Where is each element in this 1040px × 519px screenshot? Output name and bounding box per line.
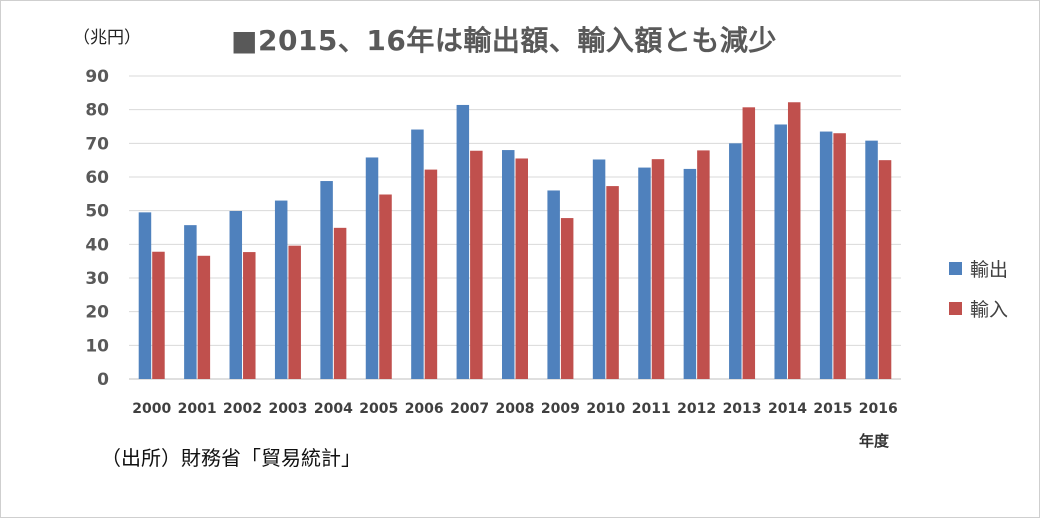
bar-import-2003 [288, 245, 301, 379]
bar-import-2007 [470, 150, 483, 379]
bar-export-2007 [456, 104, 470, 379]
x-tick-label-2014: 2014 [768, 401, 807, 417]
bar-import-2008 [515, 158, 528, 379]
bar-import-2010 [606, 186, 619, 379]
bar-import-2012 [697, 150, 710, 379]
y-tick-label-80: 80 [85, 101, 109, 121]
bar-export-2012 [683, 168, 697, 379]
y-tick-label-0: 0 [97, 370, 109, 390]
legend: 輸出 輸入 [949, 255, 1008, 335]
y-tick-label-50: 50 [85, 202, 109, 222]
y-tick-label-40: 40 [85, 235, 109, 255]
x-tick-label-2015: 2015 [813, 401, 852, 417]
y-tick-label-70: 70 [85, 134, 109, 154]
bar-export-2016 [865, 140, 878, 379]
x-tick-label-2009: 2009 [541, 401, 580, 417]
x-tick-label-2010: 2010 [586, 401, 625, 417]
bar-export-2003 [274, 200, 288, 379]
bar-export-2006 [411, 129, 424, 379]
bar-import-2014 [787, 102, 801, 379]
bar-import-2013 [742, 107, 756, 379]
bar-export-2002 [229, 211, 243, 379]
y-tick-label-10: 10 [85, 336, 109, 356]
bar-import-2006 [424, 169, 438, 379]
y-tick-label-30: 30 [85, 269, 109, 289]
legend-label-import: 輸入 [970, 298, 1009, 321]
x-tick-label-2016: 2016 [859, 401, 898, 417]
y-tick-label-20: 20 [85, 303, 109, 323]
y-tick-label-60: 60 [85, 168, 109, 188]
x-tick-label-2013: 2013 [723, 401, 762, 417]
bar-export-2014 [774, 124, 787, 379]
bar-import-2002 [243, 252, 256, 379]
bar-export-2013 [729, 143, 742, 379]
bar-export-2011 [638, 167, 651, 379]
y-tick-label-90: 90 [85, 67, 109, 87]
bar-export-2000 [138, 212, 152, 379]
legend-swatch-import [949, 301, 962, 315]
legend-item-export: 輸出 [949, 255, 1008, 281]
bar-export-2004 [320, 181, 333, 379]
bar-import-2005 [379, 194, 392, 379]
source-note: （出所）財務省「貿易統計」 [101, 446, 361, 470]
bar-import-2004 [333, 227, 347, 379]
bar-export-2010 [592, 159, 606, 379]
bar-import-2016 [878, 160, 892, 379]
bar-import-2011 [651, 159, 665, 379]
x-tick-label-2004: 2004 [314, 401, 353, 417]
bar-export-2015 [819, 131, 833, 379]
x-axis-label: 年度 [859, 432, 890, 450]
legend-item-import: 輸入 [949, 295, 1008, 321]
bar-import-2001 [197, 255, 211, 379]
bar-export-2009 [547, 190, 560, 379]
chart-title: ■2015、16年は輸出額、輸入額とも減少 [231, 24, 777, 57]
y-unit-label: （兆円） [73, 28, 141, 48]
x-tick-label-2012: 2012 [677, 401, 716, 417]
x-tick-label-2011: 2011 [632, 401, 671, 417]
x-tick-label-2003: 2003 [268, 401, 307, 417]
bar-import-2009 [560, 218, 574, 379]
x-tick-label-2000: 2000 [132, 401, 171, 417]
x-tick-label-2001: 2001 [178, 401, 217, 417]
bar-export-2001 [184, 225, 197, 379]
x-tick-label-2002: 2002 [223, 401, 262, 417]
x-tick-label-2005: 2005 [359, 401, 398, 417]
bar-export-2005 [365, 157, 379, 379]
x-tick-label-2006: 2006 [405, 401, 444, 417]
x-tick-label-2008: 2008 [496, 401, 535, 417]
x-tick-label-2007: 2007 [450, 401, 489, 417]
bar-export-2008 [502, 150, 515, 379]
legend-label-export: 輸出 [970, 258, 1009, 281]
bar-import-2000 [152, 251, 165, 379]
bar-import-2015 [833, 133, 846, 379]
legend-swatch-export [949, 261, 962, 275]
